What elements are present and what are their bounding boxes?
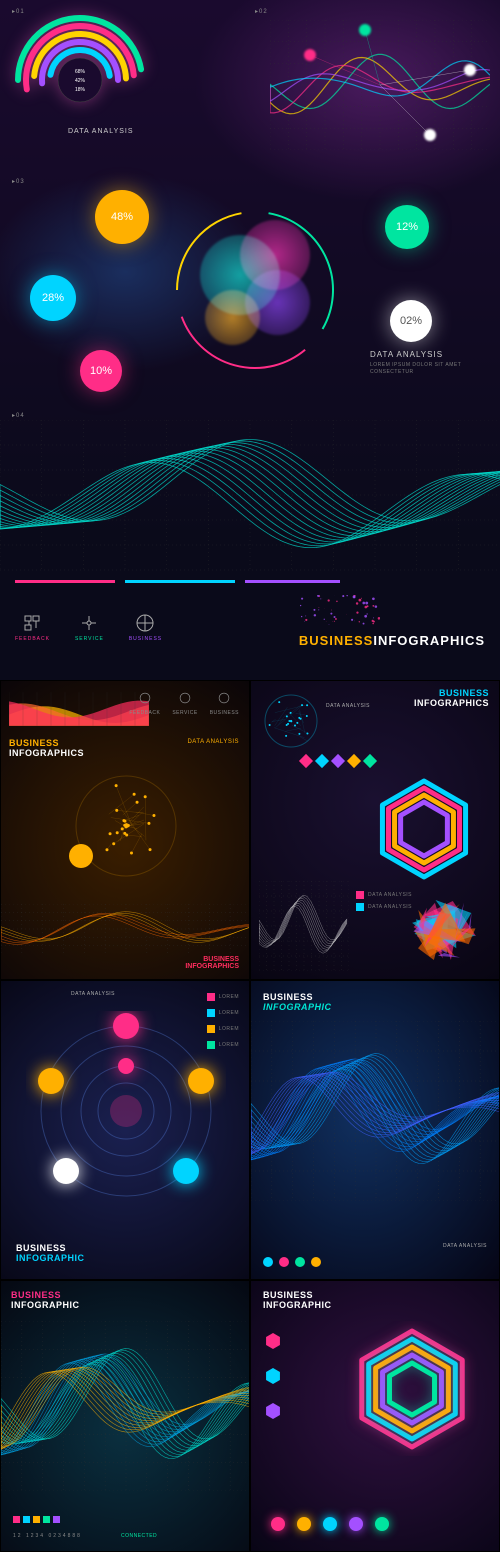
tag-04: ▸04 [12,412,25,419]
panel-r2-right: BUSINESSINFOGRAPHICS DATA ANALYSIS DATA … [250,680,500,980]
icon-business: BUSINESS [129,613,162,642]
network-globe [56,756,196,896]
data-analysis-sub: LOREM IPSUM DOLOR SIT AMET CONSECTETUR [370,362,480,375]
wireframe-globe [261,691,321,751]
stat-bubble: 10% [80,350,122,392]
small-hex-stack [263,1331,283,1426]
r4l-title: BUSINESS INFOGRAPHIC [11,1291,80,1311]
r3l-title: BUSINESS INFOGRAPHIC [16,1244,85,1264]
panel-r2-left: FEEDBACKSERVICEBUSINESS BUSINESSINFOGRAP… [0,680,250,980]
r2r-da: DATA ANALYSIS [326,703,370,709]
stat-bubble: 28% [30,275,76,321]
stat-bubble: 02% [390,300,432,342]
splatter-decoration [300,595,380,625]
r4l-footlabel: CONNECTED [121,1533,157,1539]
tag-02: ▸02 [255,8,268,15]
hexagon-chart-2 [337,1321,487,1456]
bubble-section: DATA ANALYSIS LOREM IPSUM DOLOR SIT AMET… [0,180,500,410]
row-3: DATA ANALYSIS BUSINESS INFOGRAPHIC LOREM… [0,980,500,1280]
r2l-footer: BUSINESSINFOGRAPHICS [185,956,239,971]
svg-text:42%: 42% [75,78,86,84]
wave-mini [270,20,490,150]
svg-text:68%: 68% [75,69,86,75]
row-2: FEEDBACKSERVICEBUSINESS BUSINESSINFOGRAP… [0,680,500,980]
mini-icon-row: FEEDBACKSERVICEBUSINESS [129,691,239,716]
svg-text:18%: 18% [75,87,86,93]
hexagon-chart [359,771,489,886]
panel-r3-right: BUSINESS INFOGRAPHIC DATA ANALYSIS [250,980,500,1280]
icon-service: SERVICE [75,613,104,642]
radial-label: DATA ANALYSIS [68,128,134,135]
teal-wave [1,1321,250,1491]
r4r-title: BUSINESS INFOGRAPHIC [263,1291,332,1311]
polygon-sphere [409,894,479,964]
row-4: BUSINESS INFOGRAPHIC 12 1234 0234888 CON… [0,1280,500,1552]
data-analysis-label: DATA ANALYSIS [370,350,443,359]
r4r-dots [271,1517,389,1531]
icon-glyph [135,613,155,633]
icon-glyph [22,613,42,633]
r2l-da: DATA ANALYSIS [187,739,239,745]
icon-glyph [79,613,99,633]
panel-r3-left: DATA ANALYSIS BUSINESS INFOGRAPHIC LOREM… [0,980,250,1280]
panel-main: ▸01 ▸02 ▸03 ▸04 68%42%18% DATA ANALYSIS … [0,0,500,680]
r3r-da: DATA ANALYSIS [443,1243,487,1249]
stat-bubble: 12% [385,205,429,249]
icon-feedback: FEEDBACK [15,613,50,642]
panel-r4-left: BUSINESS INFOGRAPHIC 12 1234 0234888 CON… [0,1280,250,1552]
big-wave-chart [0,420,500,600]
main-title: BUSINESSINFOGRAPHICS [299,633,485,648]
r4l-footnum: 12 1234 0234888 [13,1533,82,1539]
white-wave [259,881,349,971]
icon-row: FEEDBACK SERVICE BUSINESS [15,613,162,642]
wave-strip [1,904,250,954]
r2r-title: BUSINESSINFOGRAPHICS [414,689,489,709]
r3r-dots [263,1257,321,1267]
r3r-title: BUSINESS INFOGRAPHIC [263,993,332,1013]
blue-wave [251,1021,500,1201]
area-chart-mini [9,689,149,729]
r3l-legend: LOREMLOREMLOREMLOREM [207,993,239,1049]
r3l-da: DATA ANALYSIS [71,991,115,997]
square-dot-legend [301,756,375,766]
orbit-chart [26,1011,226,1211]
r4l-squares [13,1516,60,1523]
stat-bubble: 48% [95,190,149,244]
panel-r4-right: BUSINESS INFOGRAPHIC [250,1280,500,1552]
radial-chart: 68% 42% 18% DATA ANALYSIS [10,10,150,150]
